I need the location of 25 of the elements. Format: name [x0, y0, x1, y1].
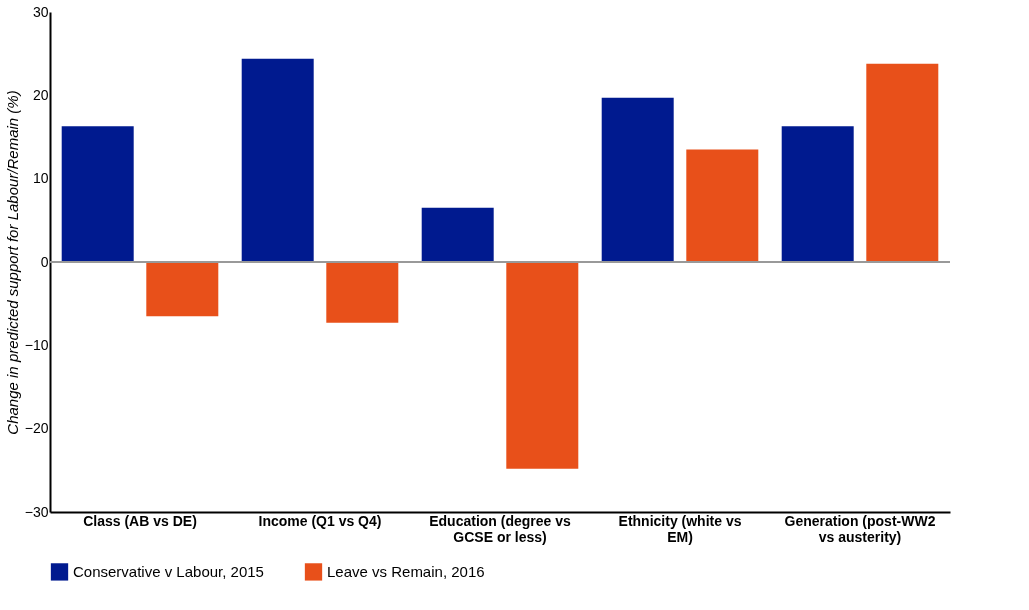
bar [506, 262, 579, 469]
x-tick-label: Education (degree vs GCSE or less) [429, 512, 572, 545]
y-axis-title: Change in predicted support for Labour/Remain (%) [3, 90, 21, 435]
y-tick-label: 20 [32, 86, 49, 103]
bar [601, 97, 674, 262]
bar [326, 262, 399, 323]
bar [781, 126, 854, 262]
x-tick-label: Ethnicity (white vs EM) [618, 512, 742, 545]
y-tick-label: 10 [32, 170, 49, 187]
legend-label: Conservative v Labour, 2015 [73, 562, 264, 580]
bar [866, 63, 939, 262]
x-tick-label: Class (AB vs DE) [83, 512, 197, 529]
y-tick-label: 0 [40, 253, 49, 270]
bar [241, 58, 314, 262]
bar [421, 207, 494, 262]
x-tick-label: Income (Q1 vs Q4) [258, 512, 382, 529]
legend-label: Leave vs Remain, 2016 [327, 562, 485, 580]
bar [146, 262, 219, 317]
bar [686, 149, 759, 262]
bar [61, 126, 134, 262]
y-tick-label: −30 [24, 503, 49, 520]
x-tick-label: Generation (post-WW2 vs austerity) [784, 512, 936, 545]
y-tick-label: 30 [32, 3, 49, 20]
y-tick-label: −20 [24, 420, 49, 437]
y-tick-label: −10 [24, 336, 49, 353]
